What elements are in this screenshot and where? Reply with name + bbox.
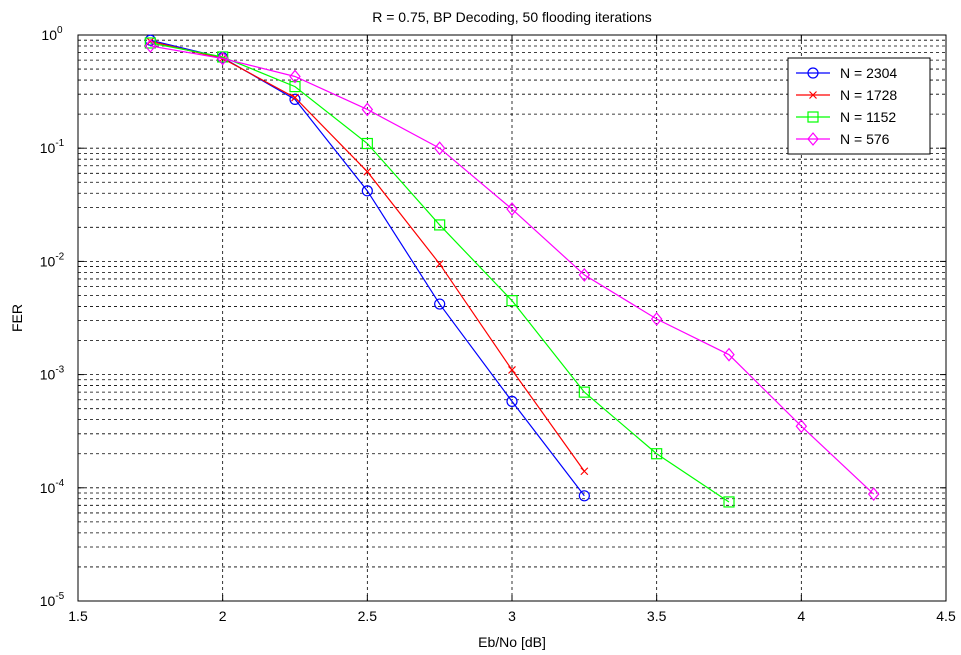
- grid: [78, 35, 946, 601]
- legend-swatch-marker: [807, 132, 819, 146]
- legend-swatch-marker: [807, 111, 819, 123]
- data-point: [433, 141, 446, 156]
- data-point: [291, 93, 299, 102]
- series-line: [150, 45, 875, 495]
- x-tick-label: 2: [219, 608, 227, 624]
- data-point: [434, 219, 446, 231]
- series-n-2304: [144, 34, 590, 502]
- data-point: [578, 267, 591, 282]
- legend-label: N = 576: [840, 131, 890, 147]
- data-point: [144, 37, 156, 49]
- data-point: [578, 490, 590, 502]
- data-point: [289, 69, 301, 84]
- x-tick-label: 2.5: [358, 608, 378, 624]
- legend-label: N = 2304: [840, 65, 897, 81]
- data-point: [723, 496, 735, 508]
- data-point: [216, 51, 229, 66]
- data-point: [363, 167, 372, 176]
- data-point: [867, 487, 880, 502]
- legend-label: N = 1152: [840, 109, 896, 125]
- x-tick-label: 4: [797, 608, 805, 624]
- axis-ticks: 1.5 2 2.5 3 3.5 4 4.5 100 10-1 10-2 10-3 10-4 10-5: [40, 25, 956, 624]
- data-point: [650, 312, 663, 326]
- data-point: [578, 386, 590, 398]
- data-point: [434, 298, 446, 310]
- legend-label: N = 1728: [840, 87, 897, 103]
- y-tick-label: 100: [41, 25, 63, 43]
- y-tick-label: 10-4: [40, 478, 65, 496]
- data-point: [580, 467, 589, 476]
- data-point: [506, 295, 518, 307]
- data-point: [361, 102, 374, 117]
- legend-swatch-marker: [809, 91, 817, 99]
- legend-swatch-marker: [807, 67, 819, 79]
- data-point: [361, 185, 373, 197]
- legend: N = 2304 N = 1728 N = 1152 N = 576: [787, 57, 931, 155]
- y-axis-label: FER: [9, 304, 25, 332]
- series-layer: [144, 34, 880, 508]
- data-point: [435, 259, 444, 268]
- y-tick-label: 10-2: [40, 251, 65, 269]
- y-tick-label: 10-5: [40, 591, 65, 609]
- x-tick-label: 1.5: [68, 608, 88, 624]
- x-tick-label: 3.5: [647, 608, 667, 624]
- data-point: [651, 448, 663, 460]
- x-tick-label: 3: [508, 608, 516, 624]
- data-point: [506, 395, 518, 407]
- series-line: [150, 42, 730, 503]
- data-point: [508, 365, 516, 374]
- x-axis-label: Eb/No [dB]: [478, 634, 546, 650]
- x-tick-label: 4.5: [936, 608, 956, 624]
- data-point: [723, 347, 735, 362]
- data-point: [289, 93, 301, 105]
- y-tick-label: 10-3: [40, 365, 65, 383]
- legend-box: [787, 57, 931, 155]
- data-point: [506, 202, 518, 216]
- series-n-1152: [144, 37, 735, 508]
- series-n-576: [144, 39, 880, 502]
- y-tick-label: 10-1: [40, 138, 65, 156]
- data-point: [361, 137, 373, 150]
- chart-title: R = 0.75, BP Decoding, 50 flooding itera…: [372, 9, 652, 25]
- data-point: [795, 419, 808, 434]
- data-point: [144, 39, 157, 53]
- series-line: [150, 40, 585, 472]
